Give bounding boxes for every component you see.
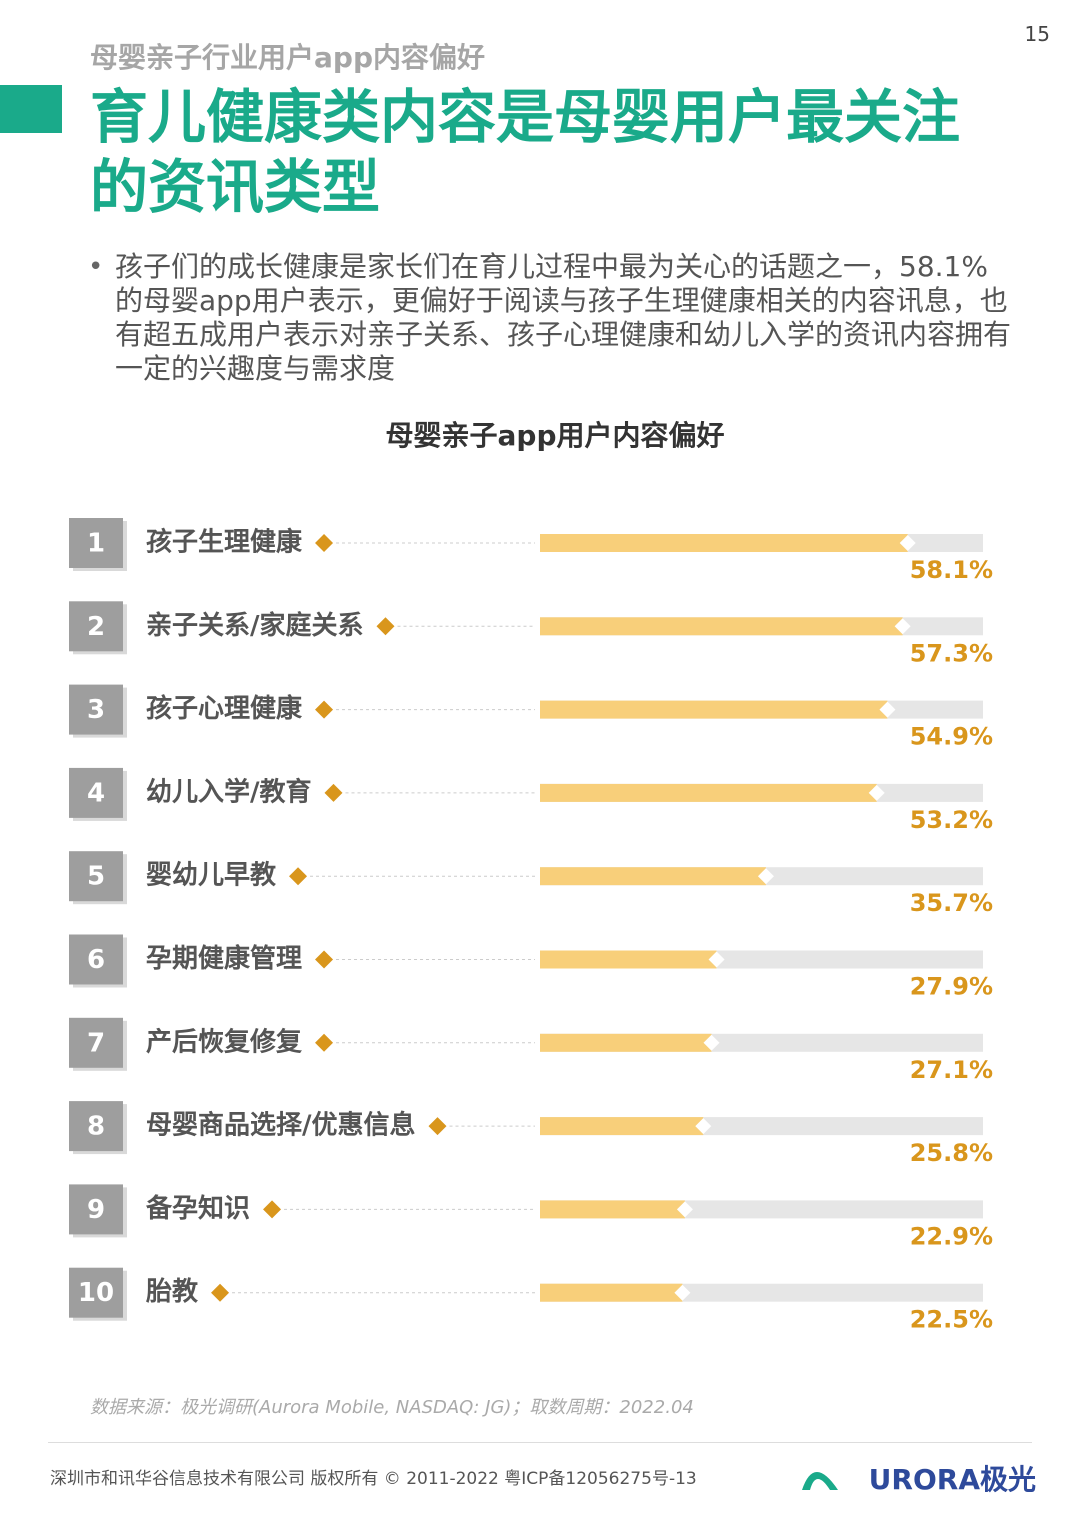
rank-label: 4 [87,778,105,808]
value-label: 57.3% [910,639,993,667]
rank-box [69,1267,123,1318]
rank-label: 9 [87,1195,105,1225]
source: 数据来源：极光调研(Aurora Mobile, NASDAQ: JG)；取数周… [90,1397,694,1418]
category-label: 母婴商品选择/优惠信息 [146,1110,416,1141]
rank-label: 10 [78,1278,114,1308]
bar [540,867,766,886]
bar-end-marker [676,1201,693,1218]
footer-line [48,1442,1032,1443]
accent-bar [0,85,62,133]
bar [540,1033,712,1052]
bullet-dot: • [88,252,104,282]
rank-box [69,1017,123,1068]
bullet-text: 孩子们的成长健康是家长们在育儿过程中最为关心的话题之一，58.1%的母婴app用… [115,250,1012,385]
bar-end-marker [703,1034,720,1051]
bar [540,1117,704,1136]
category-label: 亲子关系/家庭关系 [146,610,364,641]
page-number: 15 [1024,22,1050,46]
bar-end-marker [708,951,725,968]
bar-end-marker [894,618,911,635]
rank-box [69,1184,123,1235]
value-label: 35.7% [910,889,993,917]
rank-box [69,1101,123,1152]
title: 育儿健康类内容是母婴用户最关注的资讯类型 [90,83,961,221]
label-diamond [315,1033,334,1052]
value-label: 27.1% [910,1056,993,1084]
category-label: 产后恢复修复 [146,1026,303,1057]
label-diamond [315,534,334,552]
category-label: 孩子心理健康 [146,693,303,724]
logo-mark [802,1472,838,1490]
rank-box [69,518,123,568]
category-label: 备孕知识 [145,1194,250,1224]
value-label: 54.9% [910,723,993,751]
category-label: 孩子生理健康 [146,527,303,558]
rank-label: 3 [87,695,105,725]
value-label: 58.1% [910,556,993,584]
label-diamond [263,1200,282,1219]
rank-box [69,934,123,985]
bar-end-marker [757,868,774,885]
label-diamond [289,867,308,886]
rank-label: 5 [87,862,105,892]
rank-box [69,851,123,902]
bar-end-marker [868,784,885,801]
bar [540,1283,683,1302]
rank-label: 7 [87,1028,105,1058]
value-label: 22.5% [910,1306,993,1334]
label-diamond [315,700,334,719]
rank-label: 8 [87,1112,105,1142]
value-label: 53.2% [910,806,993,834]
label-diamond [315,950,334,969]
logo: URORA极光 [868,1463,1036,1496]
label-diamond [211,1283,230,1302]
value-label: 27.9% [910,973,993,1001]
bar [540,534,908,552]
value-label: 25.8% [910,1139,993,1167]
value-label: 22.9% [910,1222,993,1250]
category-label: 孕期健康管理 [146,943,302,974]
rank-label: 1 [87,529,105,559]
category-label: 婴幼儿早教 [146,861,276,891]
category-label: 胎教 [145,1276,198,1307]
bar-end-marker [879,701,896,718]
label-diamond [324,783,343,802]
subtitle: 母婴亲子行业用户app内容偏好 [90,41,485,74]
bar-end-marker [899,535,916,551]
rank-label: 6 [87,945,105,975]
label-diamond [376,617,395,636]
bar-end-marker [695,1118,712,1135]
bar [540,950,717,969]
bar [540,700,888,719]
category-label: 幼儿入学/教育 [146,776,312,807]
rank-label: 2 [87,612,105,642]
rank-box [69,767,123,818]
bar [540,617,903,636]
footer: 深圳市和讯华谷信息技术有限公司 版权所有 © 2011-2022 粤ICP备12… [50,1469,697,1489]
rank-box [69,601,123,652]
rank-box [69,684,123,735]
bar [540,783,877,802]
bar [540,1200,685,1219]
label-diamond [428,1117,447,1136]
bar-end-marker [674,1284,691,1301]
chart-title: 母婴亲子app用户内容偏好 [386,419,725,452]
